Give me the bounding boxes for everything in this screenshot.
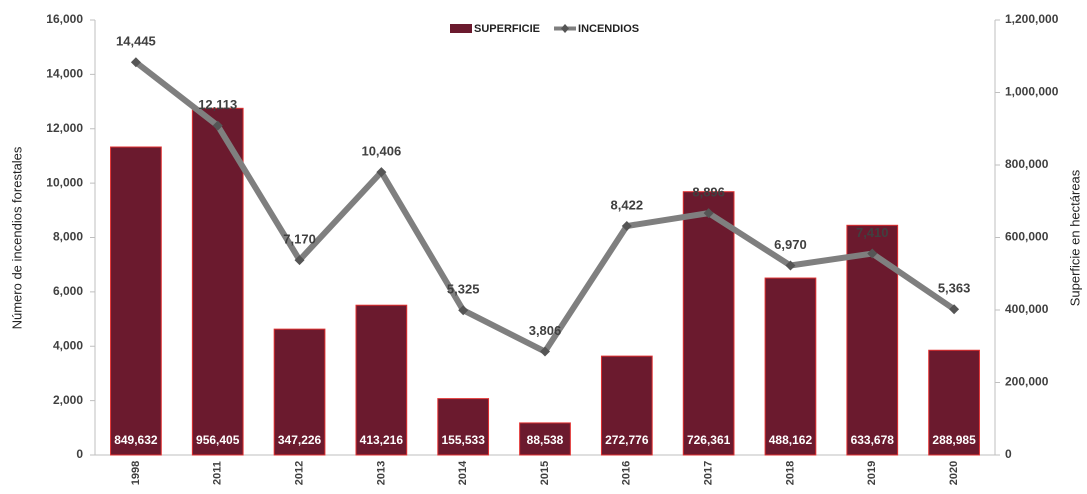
y2-tick-label: 600,000 bbox=[1005, 230, 1049, 244]
line-marker bbox=[949, 304, 960, 315]
line-marker bbox=[540, 346, 550, 357]
y-tick-label: 2,000 bbox=[53, 393, 83, 407]
y2-tick-label: 0 bbox=[1005, 447, 1012, 461]
line-marker bbox=[376, 167, 387, 178]
bar bbox=[764, 277, 817, 456]
y2-tick-label: 800,000 bbox=[1005, 157, 1049, 171]
bar-value-label: 726,361 bbox=[687, 433, 731, 447]
line-value-label: 12,113 bbox=[198, 97, 237, 112]
x-tick-label: 2013 bbox=[375, 461, 387, 485]
x-tick-label: 2011 bbox=[212, 461, 224, 485]
legend-label: SUPERFICIE bbox=[474, 23, 540, 35]
line-value-label: 3,806 bbox=[529, 323, 562, 338]
y-tick-label: 6,000 bbox=[53, 284, 83, 298]
bar bbox=[110, 146, 162, 456]
x-tick-label: 2018 bbox=[784, 461, 796, 485]
line-marker bbox=[703, 208, 714, 219]
line bbox=[134, 59, 956, 355]
x-tick-label: 1998 bbox=[130, 461, 142, 485]
y-tick-label: 12,000 bbox=[46, 121, 83, 135]
line-marker bbox=[130, 57, 141, 68]
line-value-label: 8,422 bbox=[611, 197, 644, 212]
line-marker bbox=[867, 248, 878, 259]
bar bbox=[273, 328, 326, 456]
y-tick-label: 10,000 bbox=[46, 175, 83, 189]
y-tick-label: 16,000 bbox=[46, 12, 83, 26]
bar-value-label: 849,632 bbox=[114, 433, 158, 447]
y-tick-label: 0 bbox=[76, 447, 83, 461]
bar-value-label: 155,533 bbox=[441, 433, 485, 447]
x-tick-label: 2020 bbox=[948, 461, 960, 485]
legend-swatch bbox=[450, 24, 472, 33]
y2-tick-label: 400,000 bbox=[1005, 302, 1049, 316]
y2-tick-label: 1,000,000 bbox=[1005, 85, 1059, 99]
bar bbox=[846, 224, 899, 456]
legend-label: INCENDIOS bbox=[578, 23, 639, 35]
y-tick-label: 4,000 bbox=[53, 338, 83, 352]
x-tick-label: 2015 bbox=[539, 461, 551, 485]
legend-marker bbox=[561, 24, 570, 33]
bar bbox=[928, 349, 980, 456]
x-tick-label: 2019 bbox=[866, 461, 878, 485]
line-value-label: 5,325 bbox=[447, 282, 480, 297]
y-axis-label: Número de incendios forestales bbox=[9, 146, 24, 329]
line-value-label: 14,445 bbox=[116, 34, 156, 49]
bar bbox=[355, 304, 408, 456]
bar-value-label: 272,776 bbox=[605, 433, 649, 447]
bar-value-label: 956,405 bbox=[196, 433, 240, 447]
bar bbox=[519, 422, 571, 456]
bar-value-label: 288,985 bbox=[932, 433, 976, 447]
bar-value-label: 488,162 bbox=[769, 433, 813, 447]
bar bbox=[682, 191, 735, 456]
line-value-label: 10,406 bbox=[361, 144, 401, 159]
y2-axis-label: Superficie en hectáreas bbox=[1067, 169, 1082, 306]
line-value-label: 6,970 bbox=[774, 237, 807, 252]
x-tick-label: 2014 bbox=[457, 460, 469, 485]
bar-value-label: 347,226 bbox=[278, 433, 322, 447]
line-value-label: 8,896 bbox=[692, 185, 725, 200]
y-tick-label: 14,000 bbox=[46, 67, 83, 81]
line-marker bbox=[621, 221, 632, 232]
bar bbox=[437, 398, 490, 456]
x-tick-label: 2012 bbox=[293, 461, 305, 485]
bar bbox=[600, 355, 653, 456]
x-tick-label: 2016 bbox=[621, 461, 633, 485]
line-marker bbox=[785, 260, 796, 271]
bar bbox=[191, 107, 244, 456]
line-marker bbox=[212, 120, 223, 131]
line-marker bbox=[458, 305, 469, 316]
y2-tick-label: 1,200,000 bbox=[1005, 12, 1059, 26]
y2-tick-label: 200,000 bbox=[1005, 375, 1049, 389]
line-value-label: 7,170 bbox=[283, 232, 316, 247]
bar-value-label: 633,678 bbox=[851, 433, 895, 447]
x-tick-label: 2017 bbox=[703, 461, 715, 485]
line-marker bbox=[294, 255, 305, 266]
line-value-label: 7,410 bbox=[856, 225, 889, 240]
bar-value-label: 413,216 bbox=[360, 433, 404, 447]
y-tick-label: 8,000 bbox=[53, 230, 83, 244]
bar-value-label: 88,538 bbox=[527, 433, 564, 447]
line-value-label: 5,363 bbox=[938, 281, 971, 296]
